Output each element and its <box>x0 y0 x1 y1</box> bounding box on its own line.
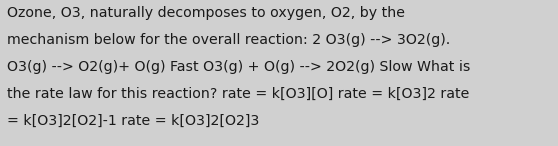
Text: O3(g) --> O2(g)+ O(g) Fast O3(g) + O(g) --> 2O2(g) Slow What is: O3(g) --> O2(g)+ O(g) Fast O3(g) + O(g) … <box>7 60 470 74</box>
Text: = k[O3]2[O2]-1 rate = k[O3]2[O2]3: = k[O3]2[O2]-1 rate = k[O3]2[O2]3 <box>7 114 259 128</box>
Text: the rate law for this reaction? rate = k[O3][O] rate = k[O3]2 rate: the rate law for this reaction? rate = k… <box>7 87 469 101</box>
Text: Ozone, O3, naturally decomposes to oxygen, O2, by the: Ozone, O3, naturally decomposes to oxyge… <box>7 6 405 20</box>
Text: mechanism below for the overall reaction: 2 O3(g) --> 3O2(g).: mechanism below for the overall reaction… <box>7 33 450 47</box>
